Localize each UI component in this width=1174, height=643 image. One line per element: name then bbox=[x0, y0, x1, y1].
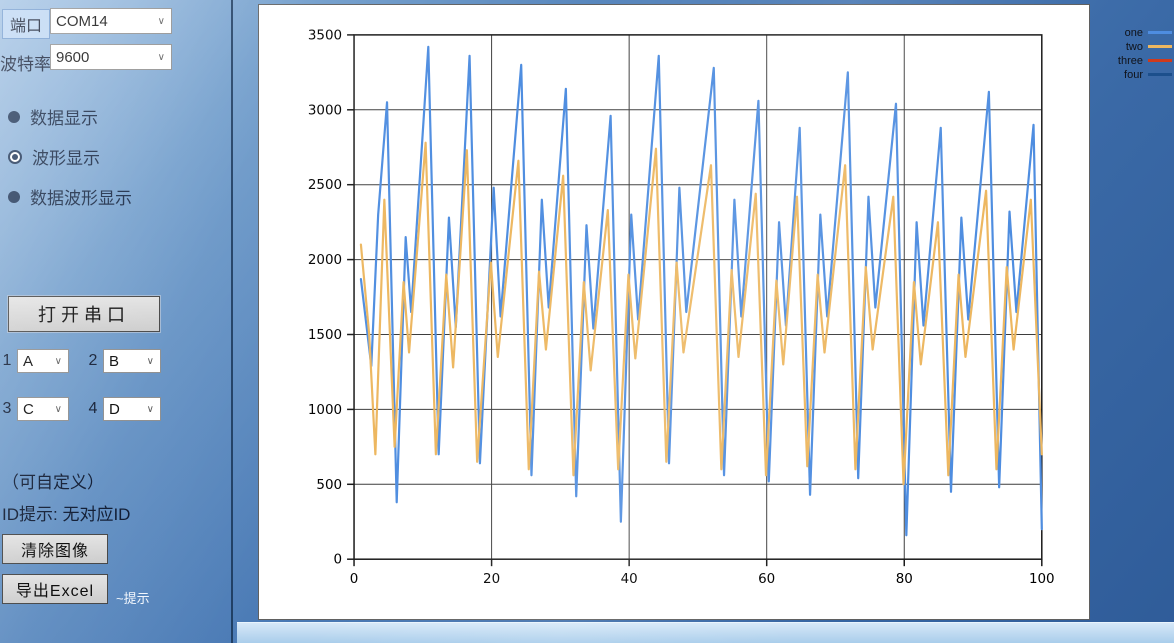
channel-3-value: C bbox=[23, 400, 34, 418]
legend-label: four bbox=[1124, 68, 1143, 81]
radio-label: 数据波形显示 bbox=[30, 189, 132, 208]
channel-4-combobox[interactable]: D ∨ bbox=[103, 397, 161, 421]
svg-text:3000: 3000 bbox=[308, 103, 342, 118]
tip-text: ~提示 bbox=[116, 591, 150, 606]
id-hint-text: ID提示: 无对应ID bbox=[2, 505, 131, 524]
svg-text:60: 60 bbox=[758, 572, 775, 587]
legend-item: three bbox=[1118, 54, 1172, 67]
svg-text:3500: 3500 bbox=[308, 28, 342, 43]
radio-bullet-icon bbox=[8, 190, 20, 203]
chevron-down-icon: ∨ bbox=[54, 355, 62, 367]
legend-line-swatch bbox=[1148, 45, 1172, 48]
legend-label: one bbox=[1124, 26, 1143, 39]
baud-combobox-value: 9600 bbox=[56, 48, 90, 66]
radio-bullet-icon bbox=[8, 149, 22, 164]
channel-1-value: A bbox=[23, 352, 34, 370]
channel-row-1-2: 1 A ∨ 2 B ∨ bbox=[2, 349, 161, 373]
baud-label: 波特率 bbox=[0, 55, 51, 74]
svg-text:2500: 2500 bbox=[308, 178, 342, 193]
channel-4-value: D bbox=[109, 400, 120, 418]
svg-text:2000: 2000 bbox=[308, 253, 342, 268]
channel-row-3-4: 3 C ∨ 4 D ∨ bbox=[2, 397, 161, 421]
chevron-down-icon: ∨ bbox=[157, 15, 165, 27]
svg-text:0: 0 bbox=[334, 553, 343, 568]
channel-2-combobox[interactable]: B ∨ bbox=[103, 349, 161, 373]
channel-1-label: 1 bbox=[2, 352, 12, 369]
legend-label: two bbox=[1125, 40, 1143, 53]
legend-item: four bbox=[1118, 68, 1172, 81]
legend-line-swatch bbox=[1148, 59, 1172, 62]
legend-label: three bbox=[1117, 54, 1143, 67]
legend-line-swatch bbox=[1148, 73, 1172, 76]
port-combobox-value: COM14 bbox=[56, 12, 108, 30]
channel-2-value: B bbox=[109, 352, 120, 370]
chart-legend: one two three four bbox=[1118, 26, 1172, 81]
radio-bullet-icon bbox=[8, 110, 20, 123]
chart-panel: 0 500 1000 1500 2000 2500 3000 3500 0 20 40 60 80 100 bbox=[258, 4, 1090, 620]
channel-3-combobox[interactable]: C ∨ bbox=[17, 397, 69, 421]
channel-1-combobox[interactable]: A ∨ bbox=[17, 349, 69, 373]
chevron-down-icon: ∨ bbox=[157, 51, 165, 63]
legend-item: one bbox=[1118, 26, 1172, 39]
svg-text:0: 0 bbox=[350, 572, 359, 587]
port-combobox[interactable]: COM14 ∨ bbox=[50, 8, 172, 34]
svg-text:100: 100 bbox=[1029, 572, 1055, 587]
svg-text:80: 80 bbox=[896, 572, 913, 587]
export-excel-button[interactable]: 导出Excel bbox=[2, 574, 108, 604]
svg-text:500: 500 bbox=[316, 478, 342, 493]
radio-waveform-display[interactable]: 波形显示 bbox=[8, 144, 100, 169]
status-strip bbox=[237, 622, 1174, 643]
legend-item: two bbox=[1118, 40, 1172, 53]
customizable-note: （可自定义） bbox=[2, 473, 104, 492]
channel-2-label: 2 bbox=[88, 352, 98, 369]
control-sidebar: 端口 COM14 ∨ 波特率 9600 ∨ 数据显示 波形显示 数据波形显示 打… bbox=[0, 0, 233, 643]
radio-data-display[interactable]: 数据显示 bbox=[8, 104, 98, 129]
chevron-down-icon: ∨ bbox=[54, 403, 62, 415]
chevron-down-icon: ∨ bbox=[146, 355, 154, 367]
svg-text:40: 40 bbox=[621, 572, 638, 587]
waveform-chart: 0 500 1000 1500 2000 2500 3000 3500 0 20 40 60 80 100 bbox=[308, 28, 1055, 587]
open-serial-port-button[interactable]: 打开串口 bbox=[8, 296, 160, 332]
radio-label: 波形显示 bbox=[32, 149, 100, 168]
svg-text:20: 20 bbox=[483, 572, 500, 587]
svg-text:1000: 1000 bbox=[308, 403, 342, 418]
legend-line-swatch bbox=[1148, 31, 1172, 34]
radio-data-waveform-display[interactable]: 数据波形显示 bbox=[8, 184, 132, 209]
clear-image-button[interactable]: 清除图像 bbox=[2, 534, 108, 564]
baud-combobox[interactable]: 9600 ∨ bbox=[50, 44, 172, 70]
channel-4-label: 4 bbox=[88, 400, 98, 417]
svg-text:1500: 1500 bbox=[308, 328, 342, 343]
chevron-down-icon: ∨ bbox=[146, 403, 154, 415]
channel-3-label: 3 bbox=[2, 400, 12, 417]
radio-label: 数据显示 bbox=[30, 109, 98, 128]
port-label: 端口 bbox=[2, 9, 51, 39]
